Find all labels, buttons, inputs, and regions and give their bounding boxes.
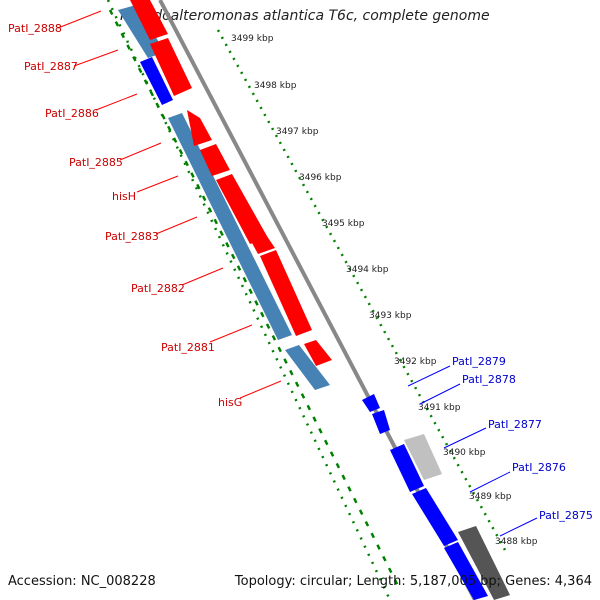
leader-line: [469, 471, 511, 493]
reverse-gene: [412, 488, 458, 546]
gene-label: PatI_2887: [24, 60, 78, 73]
right-genes: [362, 394, 510, 600]
right-gene-labels: PatI_2879 PatI_2878 PatI_2877 PatI_2876 …: [407, 355, 593, 537]
red-genes: [130, 0, 332, 366]
forward-gene: [200, 144, 230, 176]
gene-label: hisG: [218, 396, 242, 409]
reverse-gene: [390, 444, 424, 492]
leader-line: [419, 383, 461, 405]
kbp-label: 3497 kbp: [276, 127, 319, 137]
forward-gene: [187, 110, 212, 146]
leader-line: [499, 517, 538, 537]
kbp-label: 3491 kbp: [418, 403, 461, 413]
kbp-label: 3493 kbp: [369, 311, 412, 321]
forward-gene: [260, 250, 312, 336]
dark-feature: [458, 526, 510, 600]
kbp-label: 3488 kbp: [495, 537, 538, 547]
reverse-gene: [362, 394, 380, 412]
kbp-label: 3498 kbp: [254, 81, 297, 91]
forward-gene: [246, 226, 275, 254]
gene-label: PatI_2885: [69, 156, 123, 169]
reverse-gene: [444, 542, 488, 600]
leader-line: [73, 49, 119, 67]
leader-line: [119, 142, 162, 161]
gene-label: PatI_2876: [512, 461, 566, 474]
gene-label: PatI_2881: [161, 341, 215, 354]
grey-feature: [404, 434, 442, 480]
gene-label: PatI_2877: [488, 418, 542, 431]
left-dotted-track: [106, 0, 392, 600]
leader-line: [209, 324, 253, 343]
kbp-labels: 3499 kbp 3498 kbp 3497 kbp 3496 kbp 3495…: [231, 34, 538, 547]
kbp-label: 3495 kbp: [322, 219, 365, 229]
forward-gene: [216, 174, 268, 244]
leader-line: [136, 175, 179, 193]
cds-block: [285, 345, 330, 390]
forward-gene: [304, 340, 332, 366]
gene-label: PatI_2878: [462, 373, 516, 386]
reverse-gene: [372, 410, 390, 434]
leader-line: [95, 93, 138, 111]
leader-line: [239, 380, 282, 399]
gene-label: PatI_2886: [45, 107, 99, 120]
gene-label: PatI_2883: [105, 230, 159, 243]
gene-label: PatI_2879: [452, 355, 506, 368]
inner-tick-track: [108, 9, 402, 591]
kbp-label: 3494 kbp: [346, 265, 389, 275]
kbp-label: 3489 kbp: [469, 492, 512, 502]
left-blue-genes: [140, 57, 173, 105]
leader-line: [443, 427, 487, 449]
gene-label: PatI_2875: [539, 509, 593, 522]
gene-label: PatI_2888: [8, 22, 62, 35]
kbp-label: 3499 kbp: [231, 34, 274, 44]
outer-tick-track: [216, 29, 507, 551]
reverse-gene: [140, 57, 173, 105]
leader-line: [407, 365, 451, 387]
kbp-label: 3496 kbp: [299, 173, 342, 183]
leader-line: [181, 267, 224, 286]
map-title: Pseudoalteromonas atlantica T6c, complet…: [120, 8, 490, 24]
kbp-label: 3492 kbp: [394, 357, 437, 367]
topology-text: Topology: circular; Length: 5,187,005 bp…: [234, 574, 592, 589]
leader-line: [57, 10, 102, 29]
leader-line: [155, 216, 198, 235]
accession-text: Accession: NC_008228: [8, 574, 156, 589]
kbp-label: 3490 kbp: [443, 448, 486, 458]
cds-block: [168, 113, 292, 340]
gene-label: hisH: [112, 190, 136, 203]
left-gene-labels: PatI_2888 PatI_2887 PatI_2886 PatI_2885 …: [8, 10, 282, 409]
gene-label: PatI_2882: [131, 282, 185, 295]
forward-gene: [150, 38, 192, 96]
forward-gene: [130, 0, 168, 40]
